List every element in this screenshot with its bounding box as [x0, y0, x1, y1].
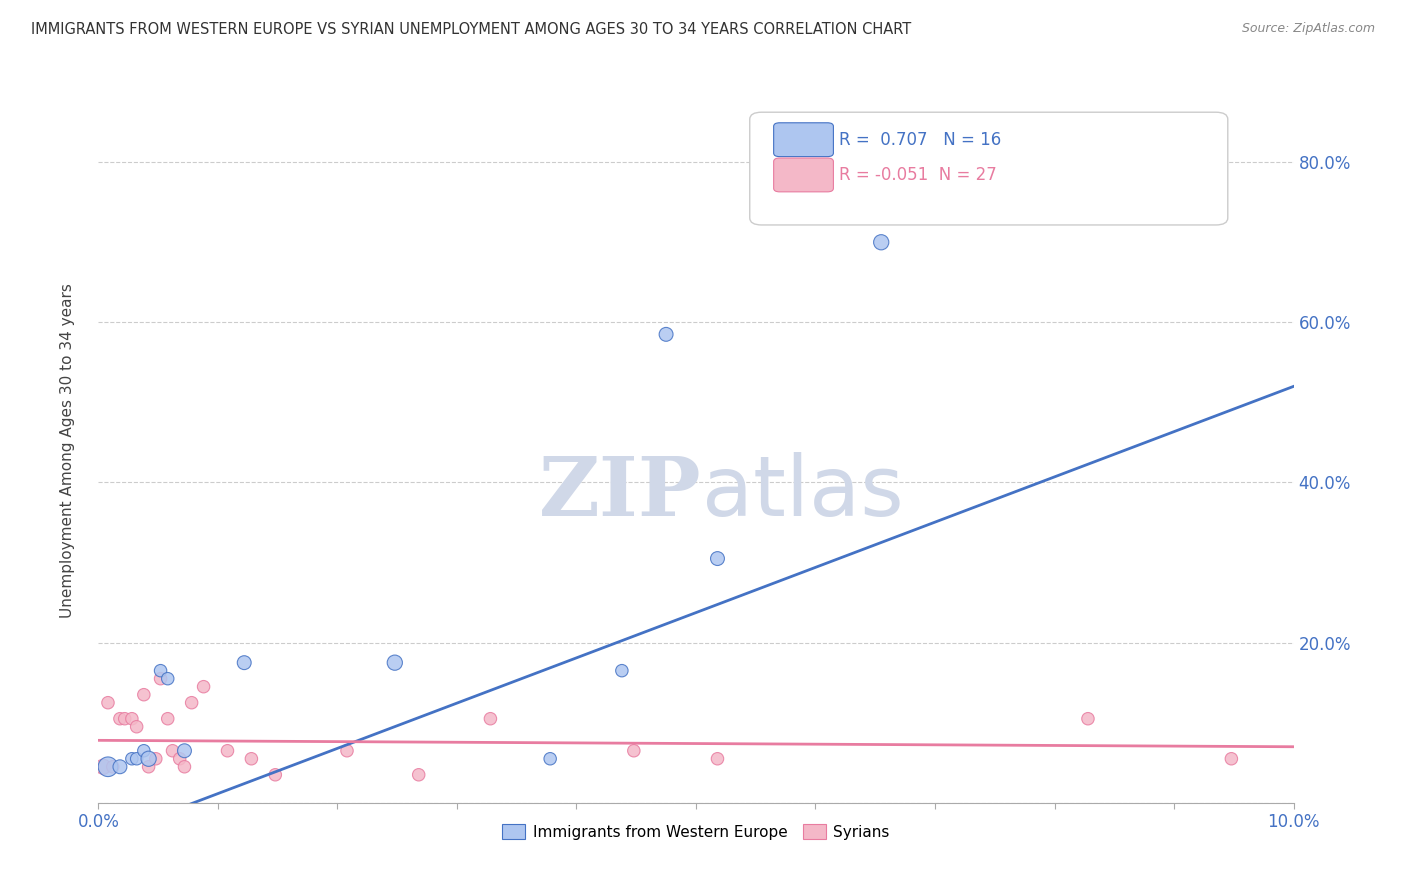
Point	[169, 752, 191, 766]
Point	[870, 235, 893, 250]
Text: R =  0.707   N = 16: R = 0.707 N = 16	[839, 131, 1001, 149]
Point	[149, 664, 172, 678]
Point	[264, 768, 287, 782]
Point	[706, 551, 728, 566]
Point	[173, 744, 195, 758]
Point	[97, 760, 120, 774]
Point	[336, 744, 359, 758]
Point	[121, 752, 143, 766]
Point	[193, 680, 215, 694]
Point	[132, 688, 155, 702]
Point	[108, 712, 131, 726]
FancyBboxPatch shape	[773, 158, 834, 192]
Point	[125, 720, 148, 734]
Point	[138, 760, 160, 774]
Point	[610, 664, 633, 678]
Point	[233, 656, 256, 670]
Point	[145, 752, 167, 766]
Text: R = -0.051  N = 27: R = -0.051 N = 27	[839, 166, 997, 184]
Point	[132, 744, 155, 758]
Point	[138, 752, 160, 766]
Point	[125, 752, 148, 766]
Point	[655, 327, 678, 342]
Point	[180, 696, 202, 710]
Legend: Immigrants from Western Europe, Syrians: Immigrants from Western Europe, Syrians	[496, 818, 896, 846]
Point	[149, 672, 172, 686]
Point	[706, 752, 728, 766]
Point	[101, 760, 124, 774]
Text: ZIP: ZIP	[540, 453, 702, 533]
Point	[240, 752, 263, 766]
Y-axis label: Unemployment Among Ages 30 to 34 years: Unemployment Among Ages 30 to 34 years	[60, 283, 75, 618]
Text: IMMIGRANTS FROM WESTERN EUROPE VS SYRIAN UNEMPLOYMENT AMONG AGES 30 TO 34 YEARS : IMMIGRANTS FROM WESTERN EUROPE VS SYRIAN…	[31, 22, 911, 37]
FancyBboxPatch shape	[749, 112, 1227, 225]
Point	[479, 712, 502, 726]
Point	[623, 744, 645, 758]
Point	[1220, 752, 1243, 766]
Point	[408, 768, 430, 782]
Point	[108, 760, 131, 774]
Point	[162, 744, 184, 758]
Point	[217, 744, 239, 758]
Point	[97, 696, 120, 710]
Point	[538, 752, 561, 766]
Point	[156, 672, 179, 686]
Text: Source: ZipAtlas.com: Source: ZipAtlas.com	[1241, 22, 1375, 36]
Point	[114, 712, 136, 726]
Point	[384, 656, 406, 670]
Point	[121, 712, 143, 726]
FancyBboxPatch shape	[773, 123, 834, 157]
Point	[156, 712, 179, 726]
Point	[1077, 712, 1099, 726]
Point	[91, 760, 114, 774]
Point	[173, 760, 195, 774]
Text: atlas: atlas	[702, 452, 904, 533]
